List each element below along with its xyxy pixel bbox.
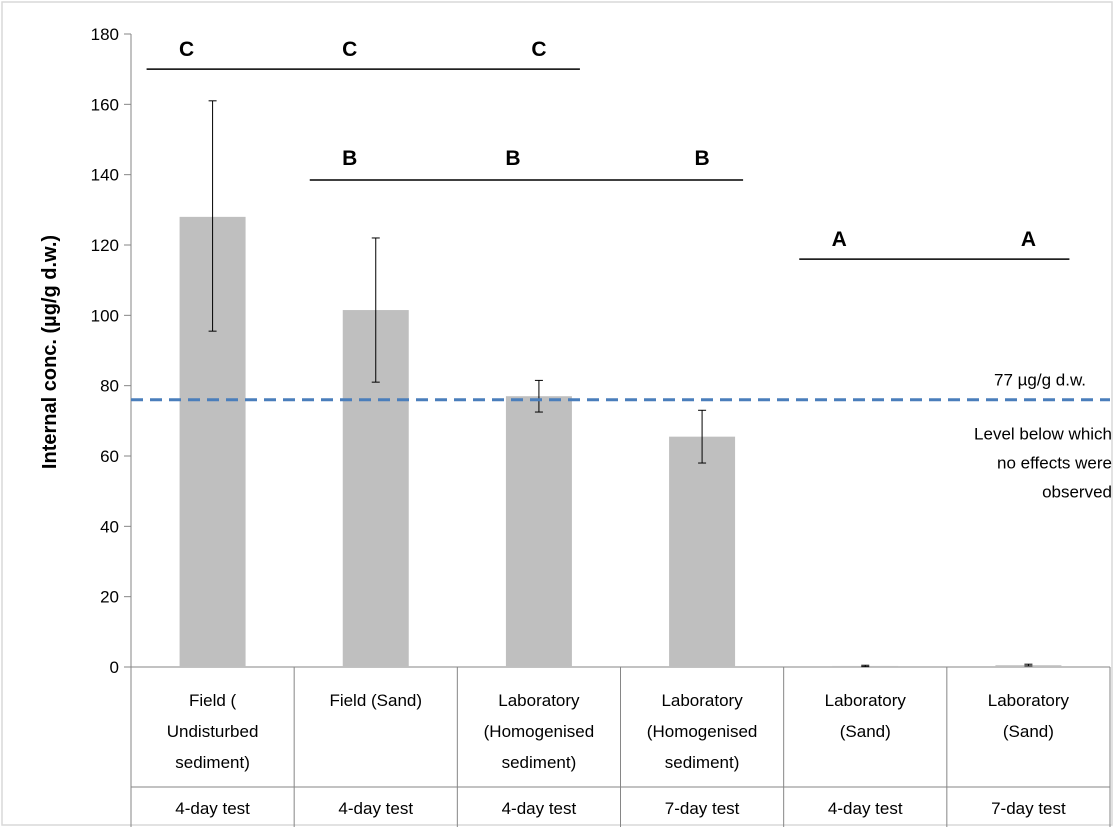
x-category-label: sediment) xyxy=(665,753,740,772)
reference-note-line: Level below which xyxy=(974,425,1112,444)
x-category-label: Undisturbed xyxy=(167,722,259,741)
bar xyxy=(669,436,736,667)
x-category-label: Field (Sand) xyxy=(329,691,422,710)
group-letter: B xyxy=(342,147,357,170)
group-letter: C xyxy=(179,38,194,61)
x-category-label: sediment) xyxy=(502,753,577,772)
x-category-label: Laboratory xyxy=(825,691,907,710)
y-tick-label: 0 xyxy=(110,658,119,677)
x-category-label: sediment) xyxy=(175,753,250,772)
x-test-duration-label: 4-day test xyxy=(338,799,413,818)
group-letter: B xyxy=(694,147,709,170)
x-category-label: Laboratory xyxy=(661,691,743,710)
x-category-label: (Homogenised xyxy=(484,722,595,741)
x-category-label: (Homogenised xyxy=(647,722,758,741)
y-tick-label: 180 xyxy=(91,25,119,44)
x-test-duration-label: 4-day test xyxy=(175,799,250,818)
group-letter: A xyxy=(832,228,847,251)
reference-note-line: observed xyxy=(1042,483,1112,502)
y-tick-label: 20 xyxy=(100,588,119,607)
x-category-label: (Sand) xyxy=(840,722,891,741)
y-tick-label: 140 xyxy=(91,166,119,185)
y-tick-label: 80 xyxy=(100,377,119,396)
y-tick-label: 120 xyxy=(91,236,119,255)
x-test-duration-label: 7-day test xyxy=(665,799,740,818)
y-tick-label: 100 xyxy=(91,306,119,325)
x-test-duration-label: 7-day test xyxy=(991,799,1066,818)
y-axis-title: Internal conc. (µg/g d.w.) xyxy=(39,235,61,469)
group-letter: B xyxy=(505,147,520,170)
group-letter: A xyxy=(1021,228,1036,251)
y-tick-label: 160 xyxy=(91,95,119,114)
x-category-label: Laboratory xyxy=(498,691,580,710)
group-letter: C xyxy=(531,38,546,61)
x-category-label: Laboratory xyxy=(988,691,1070,710)
x-test-duration-label: 4-day test xyxy=(502,799,577,818)
reference-line-label: 77 µg/g d.w. xyxy=(994,371,1086,390)
reference-note-line: no effects were xyxy=(997,454,1112,473)
bar xyxy=(505,396,572,667)
group-letter: C xyxy=(342,38,357,61)
x-category-label: (Sand) xyxy=(1003,722,1054,741)
x-category-label: Field ( xyxy=(189,691,237,710)
y-tick-label: 40 xyxy=(100,517,119,536)
x-test-duration-label: 4-day test xyxy=(828,799,903,818)
y-tick-label: 60 xyxy=(100,447,119,466)
